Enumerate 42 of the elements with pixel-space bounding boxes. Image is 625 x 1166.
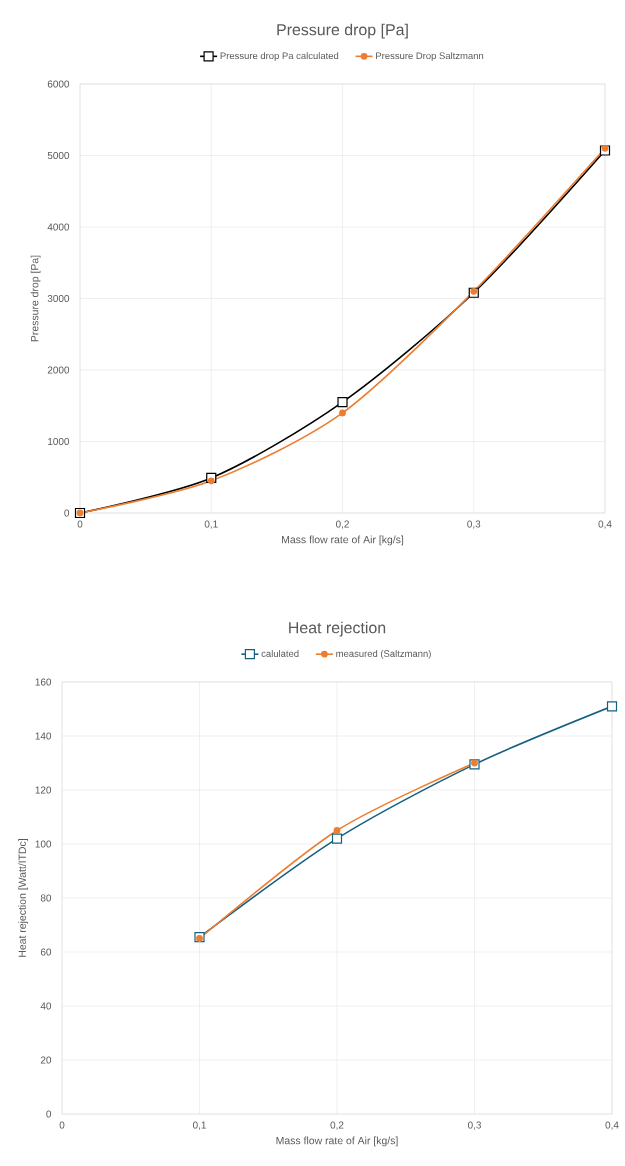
x-tick-label: 0,4: [598, 520, 612, 529]
x-tick-label: 0,3: [467, 1121, 481, 1130]
legend-label: calulated: [261, 650, 299, 657]
chart-title: Heat rejection: [289, 621, 386, 637]
x-tick-label: 0,1: [192, 1121, 206, 1130]
y-tick-label: 80: [40, 894, 52, 902]
x-axis-title: Mass flow rate of Air [kg/s]: [282, 535, 404, 546]
x-tick-label: 0,3: [467, 520, 481, 529]
y-tick-label: 1000: [48, 437, 70, 446]
point: [339, 409, 346, 417]
point: [333, 827, 341, 834]
point: [207, 477, 215, 485]
point: [337, 397, 348, 408]
point: [601, 144, 609, 152]
y-tick-label: 140: [35, 732, 52, 740]
x-axis-title: Mass flow rate of Air [kg/s]: [276, 1136, 398, 1147]
y-tick-label: 160: [35, 678, 52, 686]
y-tick-label: 60: [40, 948, 52, 956]
y-tick-label: 0: [64, 509, 70, 517]
point: [331, 833, 343, 844]
y-tick-label: 20: [40, 1056, 52, 1064]
x-tick-label: 0: [77, 520, 83, 528]
y-tick-label: 5000: [47, 151, 70, 160]
x-tick-label: 0,4: [605, 1121, 619, 1130]
y-axis-title: Heat rejection [Watt/ITDc]: [18, 839, 29, 957]
x-tick-label: 0,1: [204, 520, 218, 529]
y-tick-label: 120: [35, 786, 52, 794]
y-axis-title: Pressure drop [Pa]: [30, 255, 41, 342]
chart-title: Pressure drop [Pa]: [277, 23, 408, 39]
y-tick-label: 0: [46, 1110, 52, 1118]
x-tick-label: 0,2: [335, 520, 349, 529]
x-tick-label: 0,2: [330, 1121, 344, 1130]
legend-label: Pressure Drop Saltzmann: [376, 52, 484, 61]
point: [606, 701, 618, 712]
y-tick-label: 100: [35, 840, 52, 848]
legend-label: Pressure drop Pa calculated: [220, 52, 339, 61]
y-tick-label: 3000: [47, 294, 70, 303]
y-tick-label: 6000: [47, 80, 70, 88]
legend-label: measured (Saltzmann): [336, 650, 431, 659]
y-tick-label: 4000: [47, 223, 70, 231]
y-tick-label: 40: [40, 1002, 52, 1010]
y-tick-label: 2000: [47, 366, 70, 374]
